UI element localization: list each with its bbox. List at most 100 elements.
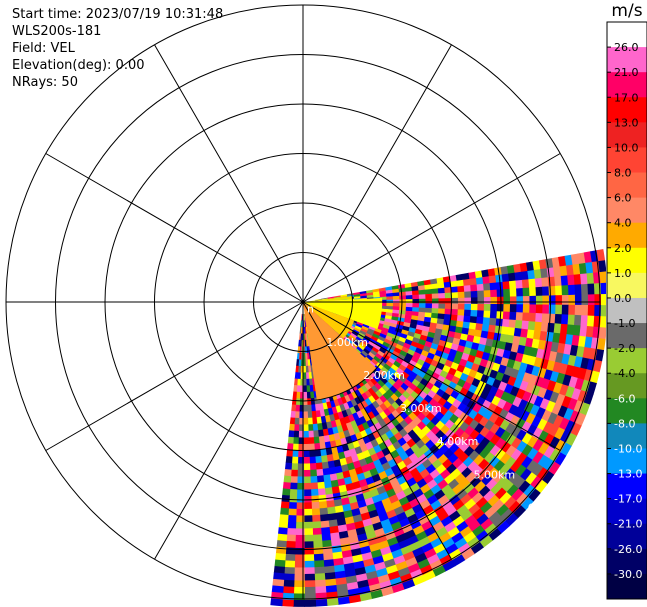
velocity-gate [491, 339, 501, 349]
velocity-gate [324, 578, 337, 587]
velocity-gate [456, 279, 465, 287]
velocity-gate [370, 385, 379, 394]
velocity-gate [296, 476, 305, 484]
velocity-gate [366, 503, 377, 513]
velocity-gate [380, 356, 389, 364]
velocity-gate [482, 276, 491, 285]
velocity-gate [451, 292, 459, 299]
velocity-gate [481, 269, 490, 278]
colorbar-tick-label: 10.0 [614, 141, 639, 154]
velocity-gate [314, 449, 322, 457]
velocity-gate [303, 489, 312, 497]
velocity-gate [385, 289, 393, 294]
velocity-gate [311, 501, 320, 510]
velocity-gate [475, 350, 485, 360]
velocity-gate [463, 498, 477, 511]
velocity-gate [284, 560, 296, 568]
velocity-gate [463, 514, 477, 527]
velocity-gate [425, 510, 438, 522]
velocity-gate [444, 308, 452, 315]
velocity-gate [375, 372, 384, 381]
velocity-gate [353, 404, 361, 413]
velocity-gate [289, 417, 296, 425]
velocity-gate [466, 536, 481, 550]
velocity-gate [308, 372, 313, 380]
velocity-gate [398, 284, 406, 290]
velocity-gate [296, 482, 305, 490]
colorbar-swatch [607, 172, 647, 199]
velocity-gate [381, 327, 390, 333]
velocity-gate [475, 513, 489, 526]
velocity-gate [466, 334, 475, 343]
velocity-gate [409, 371, 418, 380]
velocity-gate [447, 330, 456, 339]
velocity-gate [366, 292, 374, 296]
velocity-gate [451, 297, 459, 305]
velocity-gate [397, 317, 406, 323]
colorbar-swatch [607, 498, 647, 525]
velocity-gate [354, 566, 367, 576]
velocity-gate [561, 294, 569, 306]
velocity-gate [429, 322, 438, 329]
velocity-gate [537, 339, 547, 351]
velocity-gate [585, 326, 594, 339]
velocity-gate [516, 288, 524, 297]
velocity-gate [420, 520, 433, 532]
velocity-gate [378, 287, 387, 292]
velocity-gate [458, 339, 467, 348]
velocity-gate [395, 561, 408, 572]
velocity-gate [514, 464, 527, 478]
velocity-gate [448, 325, 457, 333]
velocity-gate [366, 536, 379, 547]
velocity-gate [303, 502, 312, 510]
velocity-gate [479, 337, 488, 346]
velocity-gate [351, 554, 364, 564]
velocity-gate [392, 306, 400, 311]
velocity-gate [318, 403, 324, 411]
velocity-gate [293, 430, 300, 438]
velocity-gate [360, 512, 371, 522]
velocity-gate [498, 491, 512, 505]
velocity-gate [397, 353, 406, 361]
velocity-gate [307, 417, 313, 425]
velocity-gate [329, 473, 338, 482]
velocity-gate [314, 298, 322, 301]
velocity-gate [452, 499, 465, 512]
velocity-gate [495, 503, 509, 517]
velocity-gate [394, 327, 403, 334]
velocity-gate [505, 445, 517, 458]
velocity-gate [346, 528, 358, 538]
velocity-gate [527, 393, 538, 406]
velocity-gate [303, 567, 315, 575]
velocity-gate [578, 262, 588, 275]
velocity-gate [447, 478, 460, 491]
velocity-gate [295, 534, 305, 542]
velocity-gate [405, 492, 417, 503]
velocity-gate [303, 359, 306, 367]
velocity-gate [577, 252, 586, 265]
velocity-gate [483, 419, 495, 432]
velocity-gate [541, 313, 550, 324]
velocity-gate [416, 320, 425, 327]
velocity-gate [304, 333, 307, 341]
velocity-gate [366, 419, 375, 428]
velocity-gate [343, 476, 353, 486]
velocity-gate [409, 519, 422, 530]
velocity-gate [375, 362, 384, 370]
velocity-gate [392, 554, 406, 566]
velocity-gate [295, 398, 301, 406]
velocity-gate [385, 360, 394, 368]
velocity-gate [431, 308, 439, 314]
velocity-gate [398, 310, 407, 315]
velocity-gate [292, 437, 299, 445]
velocity-gate [350, 391, 359, 400]
velocity-gate [321, 422, 328, 430]
velocity-gate [355, 493, 365, 503]
velocity-gate [535, 295, 543, 306]
velocity-gate [397, 539, 410, 550]
velocity-gate [496, 289, 504, 298]
velocity-gate [297, 456, 305, 464]
velocity-gate [587, 304, 595, 317]
velocity-gate [481, 351, 491, 362]
velocity-gate [431, 303, 439, 309]
